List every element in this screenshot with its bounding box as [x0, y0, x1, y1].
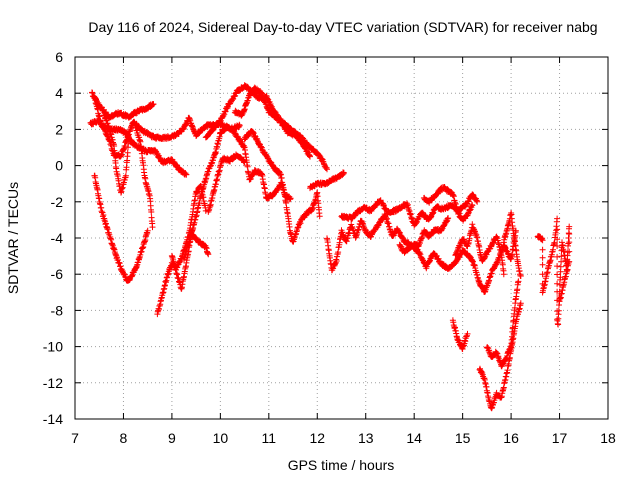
data-point	[517, 300, 524, 307]
series-sat-s	[452, 221, 507, 278]
data-point	[149, 224, 156, 231]
x-tick-label: 14	[406, 430, 422, 446]
data-point	[565, 240, 572, 247]
data-point	[183, 171, 190, 178]
data-point	[515, 278, 522, 285]
data-point	[148, 209, 155, 215]
x-tick-label: 10	[213, 430, 229, 446]
y-tick-label: -2	[51, 194, 64, 210]
series-sat-p	[338, 191, 481, 229]
data-point	[566, 231, 573, 237]
data-point	[539, 254, 546, 261]
data-point	[556, 298, 563, 305]
series-sat-f	[132, 125, 156, 231]
data-point	[150, 101, 157, 108]
data-point	[316, 213, 323, 220]
series-sat-x	[534, 215, 573, 328]
series-sat-m	[241, 128, 323, 245]
data-point	[554, 280, 561, 287]
data-point	[464, 330, 471, 337]
series-sat-w	[500, 210, 524, 279]
x-tick-label: 12	[309, 430, 325, 446]
data-point	[144, 227, 151, 234]
data-point	[555, 307, 562, 314]
data-point	[566, 223, 573, 230]
y-tick-label: 2	[55, 121, 63, 137]
data-point	[539, 237, 546, 244]
y-tick-label: -8	[51, 302, 64, 318]
data-point	[554, 263, 561, 270]
series-sat-l	[231, 84, 313, 160]
x-tick-label: 9	[168, 430, 176, 446]
series-sat-r	[396, 227, 519, 295]
x-tick-label: 11	[262, 430, 277, 446]
x-tick-label: 16	[503, 430, 519, 446]
data-point	[474, 198, 481, 205]
data-point	[554, 253, 561, 260]
series-sat-d	[91, 172, 151, 284]
data-point	[241, 159, 248, 165]
plot-frame	[74, 56, 609, 420]
data-point	[236, 122, 243, 129]
y-tick-label: -4	[51, 230, 64, 246]
data-point	[558, 253, 565, 260]
series-sat-n	[307, 169, 347, 192]
data-point	[287, 195, 294, 202]
x-tick-label: 15	[455, 430, 471, 446]
data-point	[554, 226, 561, 233]
data-point	[324, 166, 330, 173]
data-point	[307, 153, 313, 160]
data-point	[564, 249, 571, 256]
data-point	[500, 271, 507, 278]
data-point	[566, 239, 573, 246]
series-sat-t	[449, 317, 471, 352]
data-point	[122, 172, 129, 179]
x-tick-label: 8	[120, 430, 128, 446]
y-axis-ticks: 6 4 2 0 -2 -4 -6 -8 -10 -12 -14	[43, 49, 608, 427]
data-point	[555, 321, 562, 328]
data-point	[566, 248, 573, 255]
data-point	[509, 324, 516, 331]
y-tick-label: 0	[55, 158, 63, 174]
y-tick-label: -10	[43, 339, 63, 355]
series-sat-q	[420, 184, 476, 224]
data-point	[554, 215, 561, 222]
series-sat-v	[483, 278, 522, 370]
series-sat-j	[205, 151, 248, 215]
data-point	[557, 274, 564, 281]
x-axis-label: GPS time / hours	[288, 457, 395, 473]
x-axis-ticks: 7 8 9 10 11 12 13 14 15 16 17 18	[71, 57, 616, 446]
data-point	[340, 169, 347, 176]
data-point	[205, 251, 212, 258]
data-points	[87, 82, 573, 412]
series-sat-o	[324, 211, 452, 274]
data-point	[539, 246, 546, 253]
y-tick-label: -12	[43, 375, 63, 391]
x-tick-label: 18	[600, 430, 616, 446]
data-point	[124, 149, 131, 156]
chart-title: Day 116 of 2024, Sidereal Day-to-day VTE…	[88, 19, 597, 35]
x-tick-label: 13	[358, 430, 374, 446]
data-point	[554, 236, 561, 243]
y-tick-label: -14	[43, 411, 63, 427]
data-point	[554, 271, 561, 278]
y-tick-label: -6	[51, 266, 64, 282]
y-tick-label: 4	[55, 85, 63, 101]
data-point	[469, 202, 476, 209]
x-tick-label: 7	[71, 430, 79, 446]
data-point	[539, 261, 546, 268]
data-point	[445, 215, 452, 222]
data-point	[554, 243, 561, 249]
x-tick-label: 17	[552, 430, 568, 446]
y-axis-label: SDTVAR / TECUs	[5, 182, 21, 294]
data-point	[517, 273, 524, 279]
y-tick-label: 6	[55, 49, 63, 65]
data-point	[551, 239, 558, 246]
data-point	[125, 140, 132, 147]
series-sat-e	[101, 112, 132, 196]
